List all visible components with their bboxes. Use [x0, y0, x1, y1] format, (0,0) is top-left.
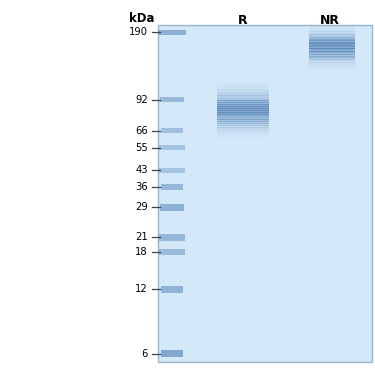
Bar [309, 50, 355, 52]
Bar [217, 95, 269, 98]
Bar [160, 204, 184, 211]
Bar [309, 56, 355, 58]
Text: NR: NR [320, 13, 340, 27]
Bar [217, 81, 269, 84]
Bar [217, 93, 269, 96]
Bar [217, 136, 269, 139]
Text: 18: 18 [135, 247, 148, 256]
Bar [217, 85, 269, 88]
Text: 36: 36 [135, 182, 148, 192]
Bar [161, 350, 183, 357]
Bar [309, 68, 355, 70]
Bar [217, 97, 269, 99]
Bar [309, 42, 355, 44]
Text: R: R [238, 13, 248, 27]
Text: 21: 21 [135, 232, 148, 242]
Bar [158, 30, 186, 34]
Text: 29: 29 [135, 202, 148, 212]
Bar [217, 121, 269, 124]
Text: 190: 190 [129, 27, 148, 37]
Bar [217, 83, 269, 86]
Bar [217, 131, 269, 134]
Bar [217, 125, 269, 128]
Bar [309, 26, 355, 28]
Bar [309, 44, 355, 46]
Bar [217, 123, 269, 126]
Bar [309, 59, 355, 61]
Bar [217, 87, 269, 90]
Bar [217, 127, 269, 130]
Bar [309, 36, 355, 38]
Bar [158, 25, 372, 362]
Bar [309, 64, 355, 66]
Bar [161, 184, 183, 190]
Bar [161, 286, 183, 293]
Bar [217, 114, 269, 117]
Bar [217, 112, 269, 114]
Bar [309, 33, 355, 35]
Bar [309, 67, 355, 69]
Bar [217, 99, 269, 101]
Bar [309, 57, 355, 60]
Bar [217, 100, 269, 103]
Text: 43: 43 [135, 165, 148, 176]
Bar [309, 25, 355, 27]
Bar [159, 145, 185, 150]
Bar [217, 89, 269, 92]
Bar [217, 117, 269, 120]
Bar [309, 48, 355, 50]
Bar [217, 119, 269, 122]
Bar [160, 97, 184, 102]
Bar [309, 62, 355, 64]
Bar [309, 53, 355, 55]
Bar [309, 23, 355, 26]
Bar [309, 51, 355, 54]
Text: 66: 66 [135, 126, 148, 135]
Bar [309, 34, 355, 36]
Bar [217, 102, 269, 105]
Text: 12: 12 [135, 284, 148, 294]
Bar [309, 39, 355, 41]
Bar [309, 45, 355, 47]
Bar [309, 60, 355, 63]
Bar [309, 54, 355, 57]
Bar [159, 168, 185, 173]
Bar [159, 249, 185, 255]
Text: kDa: kDa [129, 12, 155, 24]
Text: 55: 55 [135, 142, 148, 153]
Bar [309, 30, 355, 32]
Bar [309, 46, 355, 49]
Bar [161, 128, 183, 133]
Text: 6: 6 [142, 349, 148, 359]
Bar [309, 65, 355, 68]
Bar [217, 110, 269, 112]
Bar [217, 133, 269, 135]
Bar [217, 129, 269, 132]
Text: 92: 92 [135, 94, 148, 105]
Bar [159, 234, 185, 241]
Bar [217, 106, 269, 109]
Bar [217, 108, 269, 111]
Bar [217, 104, 269, 107]
Bar [217, 91, 269, 94]
Bar [309, 37, 355, 39]
Bar [309, 40, 355, 43]
Bar [217, 116, 269, 118]
Bar [309, 31, 355, 33]
Bar [309, 28, 355, 30]
Bar [217, 135, 269, 137]
